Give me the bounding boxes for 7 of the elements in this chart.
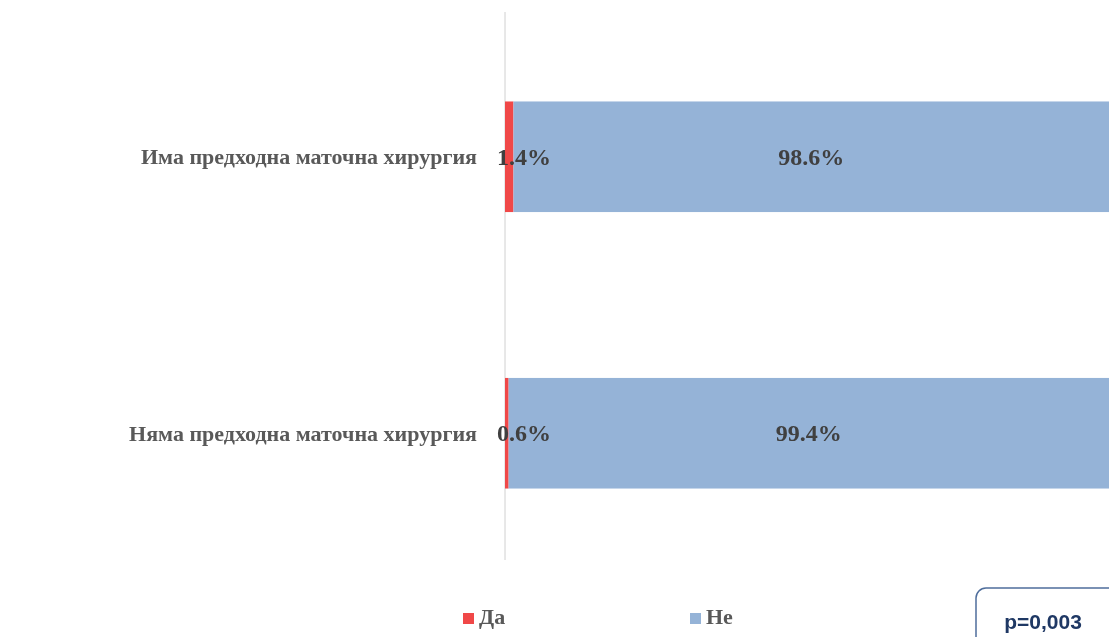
text: p=0,003: [1004, 609, 1082, 633]
legend-label: Не: [706, 604, 734, 629]
y-tick-label: Няма предходна маточна хирургия: [129, 420, 478, 446]
data-label: 99.4%: [775, 420, 842, 447]
legend-label: Да: [479, 604, 506, 629]
data-label: 98.6%: [778, 143, 845, 170]
y-tick-label: Има предходна маточна хирургия: [140, 144, 478, 170]
